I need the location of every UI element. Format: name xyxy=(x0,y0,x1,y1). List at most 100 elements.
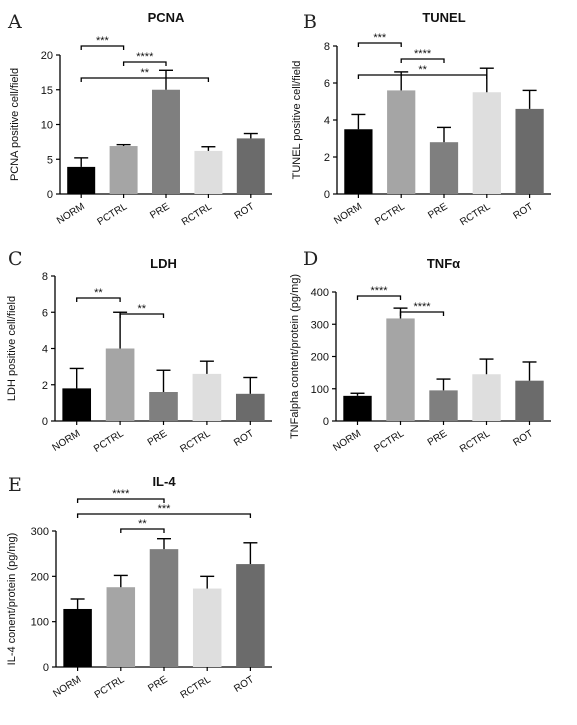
y-tick-label: 2 xyxy=(42,380,48,392)
bar-pctrl xyxy=(387,90,416,194)
y-tick-label: 300 xyxy=(31,526,49,538)
chart-title: LDH xyxy=(150,256,177,271)
significance-bracket xyxy=(399,311,445,316)
bar-pre xyxy=(149,392,178,421)
category-label: ROT xyxy=(232,428,256,449)
bar-pre xyxy=(152,89,180,194)
panel-e: E IL-4 0 100 200 300 IL-4 conent/protein (pg/m… xyxy=(6,474,272,701)
category-label: PCTRL xyxy=(93,674,127,701)
bar-rot xyxy=(236,564,265,667)
bar-norm xyxy=(63,608,92,667)
bar-rctrl xyxy=(472,374,501,421)
significance-bracket xyxy=(80,45,125,50)
significance-bracket xyxy=(357,74,488,79)
significance-label: **** xyxy=(112,488,130,500)
y-tick-label: 15 xyxy=(41,85,53,97)
significance-label: ** xyxy=(141,67,150,79)
significance-label: **** xyxy=(370,285,388,297)
panel-d: D TNFα 0 100 200 300 400 TNFalpha content/prote… xyxy=(289,248,551,455)
category-label: ROT xyxy=(511,428,535,449)
panel-letter: D xyxy=(303,248,318,270)
bar-norm xyxy=(344,129,373,194)
bar-rot xyxy=(515,380,544,421)
category-label: ROT xyxy=(511,201,535,222)
significance-label: *** xyxy=(96,35,110,47)
significance-bracket xyxy=(119,313,165,318)
y-tick-label: 10 xyxy=(41,120,53,132)
significance-bracket xyxy=(76,513,252,518)
category-label: NORM xyxy=(51,428,83,454)
significance-bracket xyxy=(120,528,165,533)
significance-bracket xyxy=(76,297,121,302)
y-tick-label: 100 xyxy=(31,617,49,629)
significance-bracket xyxy=(122,61,167,66)
y-tick-label: 200 xyxy=(31,571,49,583)
panel-letter: A xyxy=(7,11,22,33)
bar-rctrl xyxy=(194,150,223,194)
significance-bracket xyxy=(356,295,402,300)
significance-label: *** xyxy=(158,503,172,515)
y-tick-label: 0 xyxy=(323,416,329,428)
y-tick-label: 6 xyxy=(42,307,48,319)
bar-rctrl xyxy=(192,588,222,667)
bar-rot xyxy=(235,393,265,421)
panel-a: A PCNA 0 5 10 15 20 PCNA positive cell/field NOR… xyxy=(7,10,272,228)
significance-label: *** xyxy=(373,32,387,44)
significance-label: **** xyxy=(414,48,432,60)
y-tick-label: 0 xyxy=(324,189,330,201)
category-label: PCTRL xyxy=(96,201,130,228)
significance-bracket xyxy=(76,498,165,503)
y-axis-label: TUNEL positive cell/field xyxy=(291,61,303,180)
y-tick-label: 8 xyxy=(42,271,48,283)
y-tick-label: 4 xyxy=(324,115,330,127)
bar-pre xyxy=(149,549,179,667)
y-axis-label: IL-4 conent/protein (pg/mg) xyxy=(6,533,18,666)
chart-title: TNFα xyxy=(427,256,460,271)
significance-bracket xyxy=(357,42,402,47)
significance-bracket xyxy=(400,58,445,63)
y-tick-label: 0 xyxy=(43,662,49,674)
bar-rot xyxy=(236,138,265,194)
category-label: NORM xyxy=(331,428,363,454)
chart-title: IL-4 xyxy=(152,474,176,489)
category-label: PRE xyxy=(426,201,450,221)
category-label: RCTRL xyxy=(458,428,492,455)
category-label: NORM xyxy=(51,674,83,700)
category-label: NORM xyxy=(55,201,87,227)
panel-c: C LDH 0 2 4 6 8 LDH positive cell/field NORM PCTR… xyxy=(6,248,272,455)
category-label: PCTRL xyxy=(373,201,407,228)
category-label: PRE xyxy=(426,428,450,448)
category-label: PCTRL xyxy=(92,428,126,455)
significance-label: ** xyxy=(94,287,103,299)
bar-pctrl xyxy=(386,318,415,421)
y-tick-label: 4 xyxy=(42,344,48,356)
category-label: ROT xyxy=(233,201,257,222)
y-tick-label: 5 xyxy=(47,154,53,166)
significance-label: **** xyxy=(136,51,154,63)
category-label: RCTRL xyxy=(180,201,214,228)
bar-pre xyxy=(429,142,459,194)
category-label: ROT xyxy=(232,674,256,695)
significance-label: ** xyxy=(418,64,427,76)
panel-letter: E xyxy=(8,474,22,496)
y-axis-label: TNFalpha content/protein (pg/mg) xyxy=(289,274,301,439)
y-tick-label: 100 xyxy=(311,384,329,396)
significance-label: ** xyxy=(138,303,147,315)
bar-rctrl xyxy=(472,92,501,194)
category-label: PRE xyxy=(146,674,170,694)
y-tick-label: 400 xyxy=(311,287,329,299)
category-label: RCTRL xyxy=(458,201,492,228)
y-tick-label: 300 xyxy=(311,319,329,331)
bar-pctrl xyxy=(105,348,135,421)
chart-title: TUNEL xyxy=(422,10,465,25)
category-label: RCTRL xyxy=(178,428,212,455)
bar-pctrl xyxy=(109,146,138,194)
y-tick-label: 2 xyxy=(324,152,330,164)
significance-bracket xyxy=(80,77,210,82)
y-tick-label: 0 xyxy=(42,416,48,428)
bar-norm xyxy=(343,395,372,421)
bar-pctrl xyxy=(106,587,136,667)
chart-title: PCNA xyxy=(148,10,185,25)
bar-rot xyxy=(515,108,544,194)
